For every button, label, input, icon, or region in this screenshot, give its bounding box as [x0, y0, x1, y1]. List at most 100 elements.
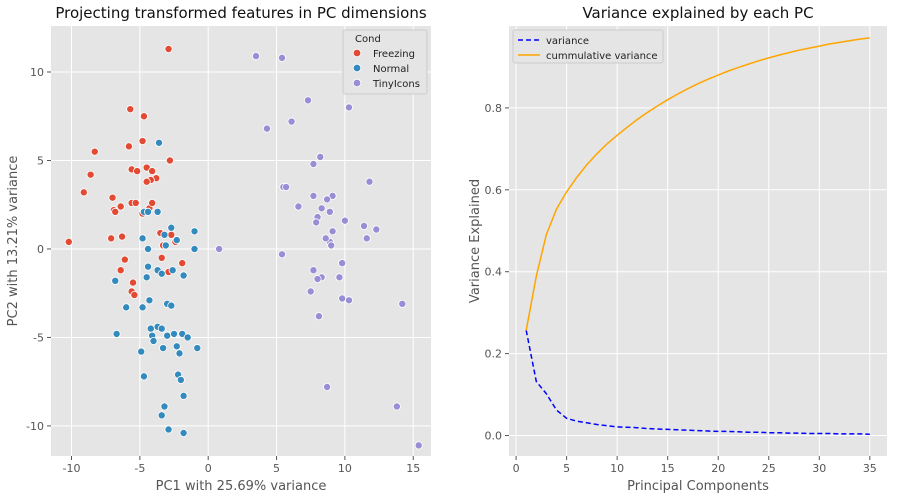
data-point-tinyicons [317, 204, 326, 213]
data-point-normal [163, 331, 172, 340]
data-point-freezing [139, 112, 148, 121]
data-point-freezing [148, 167, 157, 176]
data-point-normal [159, 344, 168, 353]
data-point-tinyicons [398, 299, 407, 308]
x-tick-label: 15 [661, 462, 675, 475]
data-point-tinyicons [215, 244, 224, 253]
chart-title: Variance explained by each PC [582, 4, 813, 22]
series-line-cummulative-variance [525, 37, 870, 331]
data-point-tinyicons [312, 218, 321, 227]
data-point-normal [138, 234, 147, 243]
data-point-tinyicons [340, 216, 349, 225]
data-point-normal [138, 303, 147, 312]
data-point-freezing [108, 193, 117, 202]
data-point-tinyicons [278, 53, 287, 62]
data-point-normal [179, 428, 188, 437]
data-point-normal [157, 269, 166, 278]
data-point-normal [137, 347, 146, 356]
data-point-freezing [126, 105, 135, 114]
data-point-normal [179, 391, 188, 400]
pca-scatter-chart: -10 -5 0 5 10 15 -10 -5 0 5 10 Projecting transform… [6, 4, 431, 494]
legend-marker [352, 48, 362, 58]
data-point-freezing [131, 198, 140, 207]
y-tick-label: 5 [37, 154, 44, 167]
y-tick-label: 0.2 [485, 348, 503, 361]
x-axis-label: Principal Components [627, 479, 769, 494]
data-point-freezing [138, 137, 147, 146]
data-point-tinyicons [325, 207, 334, 216]
x-tick-label: -10 [63, 462, 81, 475]
variance-line-chart: 0 5 10 15 20 25 30 35 0.0 0.2 0.4 0.6 0.8 Variance ex… [468, 4, 887, 494]
data-point-freezing [107, 234, 116, 243]
data-point-tinyicons [314, 312, 323, 321]
series-line-variance [525, 330, 870, 436]
data-point-normal [146, 324, 155, 333]
data-point-tinyicons [365, 177, 374, 186]
data-point-tinyicons [278, 250, 287, 259]
y-tick-label: 0.6 [485, 184, 503, 197]
data-point-tinyicons [362, 234, 371, 243]
plot-area [509, 26, 887, 456]
y-tick-label: 0.0 [485, 430, 503, 443]
y-tick-label: 0 [37, 243, 44, 256]
legend-label: Normal [373, 64, 409, 75]
data-point-normal [172, 342, 181, 351]
x-tick-label: 10 [610, 462, 624, 475]
legend-title: Cond [355, 34, 381, 45]
data-point-freezing [124, 142, 133, 151]
data-point-freezing [129, 278, 138, 287]
data-point-tinyicons [323, 382, 332, 391]
data-point-tinyicons [282, 183, 291, 192]
x-tick-label: -5 [134, 462, 145, 475]
x-tick-label: 5 [563, 462, 570, 475]
data-point-tinyicons [316, 152, 325, 161]
data-point-tinyicons [309, 266, 318, 275]
legend-label: Freezing [373, 49, 415, 60]
data-point-freezing [118, 232, 127, 241]
data-point-freezing [120, 255, 129, 264]
data-point-tinyicons [303, 96, 312, 105]
data-point-freezing [116, 202, 125, 211]
data-point-freezing [133, 167, 142, 176]
data-point-normal [183, 333, 192, 342]
data-point-tinyicons [328, 227, 337, 236]
y-tick-label: -5 [33, 331, 44, 344]
data-point-normal [167, 301, 176, 310]
data-point-freezing [64, 237, 73, 246]
x-axis-label: PC1 with 25.69% variance [156, 479, 327, 494]
data-point-freezing [130, 290, 139, 299]
data-point-freezing [148, 198, 157, 207]
data-point-normal [153, 207, 162, 216]
data-point-freezing [142, 177, 151, 186]
data-point-tinyicons [321, 234, 330, 243]
data-point-normal [190, 244, 199, 253]
data-point-normal [172, 236, 181, 245]
x-tick-label: 10 [338, 462, 352, 475]
data-point-tinyicons [414, 441, 423, 450]
data-point-normal [179, 271, 188, 280]
data-point-normal [111, 276, 120, 285]
data-point-tinyicons [262, 124, 271, 133]
data-point-freezing [167, 230, 176, 239]
y-tick-label: 0.8 [485, 102, 503, 115]
legend-label: TinyIcons [372, 79, 420, 90]
data-point-tinyicons [287, 117, 296, 126]
data-point-normal [167, 223, 176, 232]
chart-title: Projecting transformed features in PC di… [55, 4, 427, 22]
data-point-normal [168, 266, 177, 275]
data-point-freezing [90, 147, 99, 156]
data-point-tinyicons [344, 103, 353, 112]
data-point-freezing [164, 45, 173, 54]
data-point-tinyicons [338, 259, 347, 268]
data-point-normal [190, 227, 199, 236]
data-point-normal [178, 329, 187, 338]
x-tick-label: 30 [812, 462, 826, 475]
data-point-normal [139, 372, 148, 381]
x-tick-label: 15 [406, 462, 420, 475]
data-point-tinyicons [372, 225, 381, 234]
data-point-freezing [111, 207, 120, 216]
data-point-normal [157, 324, 166, 333]
data-point-tinyicons [323, 195, 332, 204]
x-tick-label: 35 [863, 462, 877, 475]
y-tick-label: 0.4 [485, 266, 503, 279]
